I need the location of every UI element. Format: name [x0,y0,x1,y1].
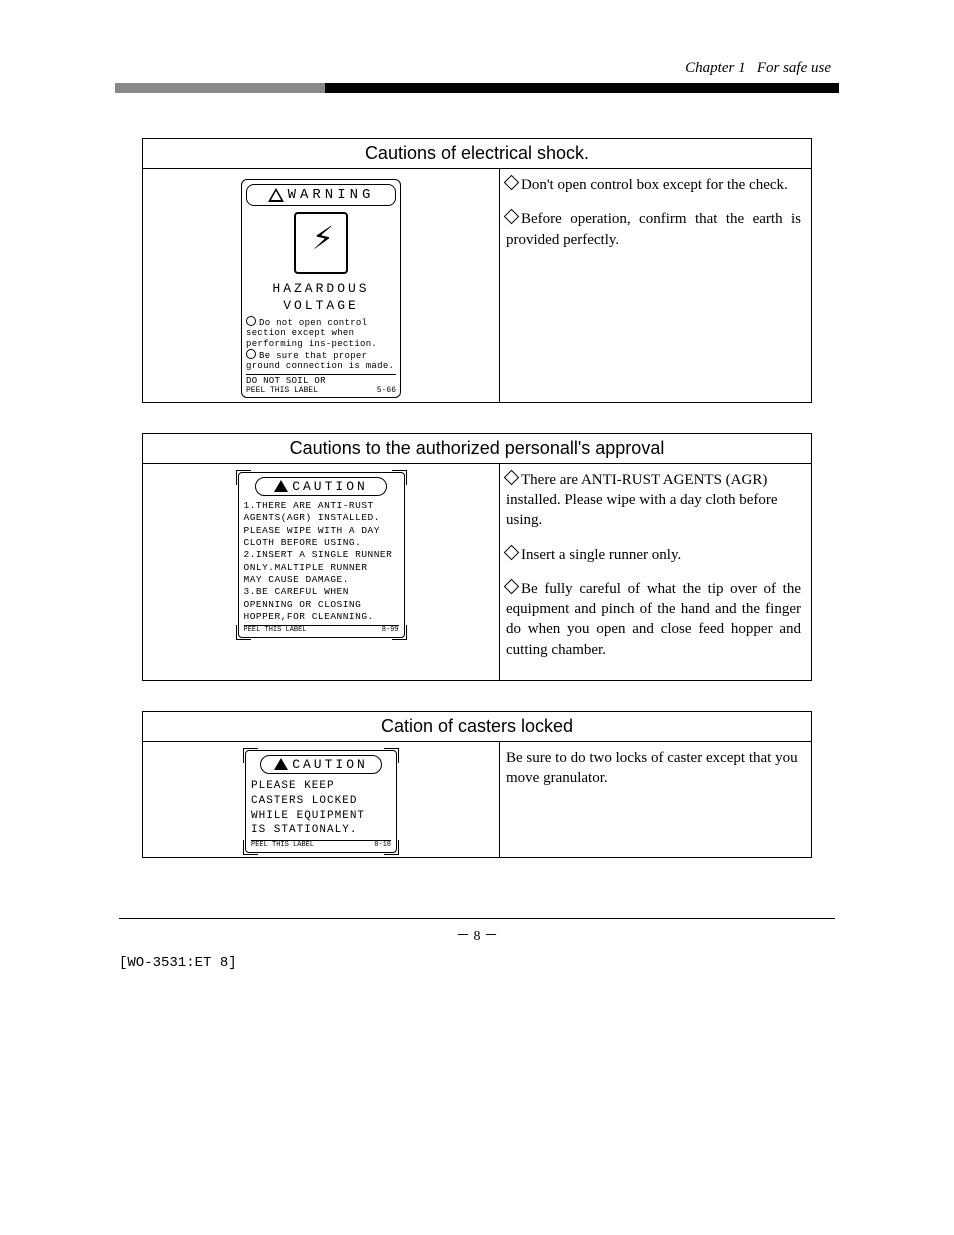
warning-title: WARNING [288,187,375,203]
description-cell: Be sure to do two locks of caster except… [500,741,812,857]
caution-title: CAUTION [292,757,368,772]
page-number: － 8 － [115,925,839,945]
diamond-icon [504,175,520,191]
caution-title: CAUTION [292,479,368,494]
caution-label: CAUTION 1.THERE ARE ANTI-RUST AGENTS(AGR… [238,472,405,638]
page-header: Chapter 1 For safe use [115,60,839,77]
caution-triangle-icon [274,480,288,492]
label-line: CASTERS LOCKED [251,794,391,809]
caution-table-3: Cation of casters locked CAUTION PLEASE … [142,711,812,858]
description-text: Don't open control box except for the ch… [521,177,788,193]
label-line: OPENNING OR CLOSING [244,599,399,611]
label-footer1: DO NOT SOIL OR [246,374,396,386]
diamond-icon [504,579,520,595]
caption: Cautions of electrical shock. [143,139,812,169]
label-footer: PEEL THIS LABEL [244,626,307,634]
description-text: Insert a single runner only. [521,547,681,563]
header-rule [115,83,839,93]
label-code: 5-66 [377,386,396,395]
label-cell: CAUTION 1.THERE ARE ANTI-RUST AGENTS(AGR… [143,463,500,680]
description-text: Be sure to do two locks of caster except… [506,750,798,786]
chapter-label: Chapter 1 [685,60,745,76]
caution-table-1: Cautions of electrical shock. WARNING ⚡ … [142,138,812,403]
diamond-icon [504,544,520,560]
warning-label: WARNING ⚡ HAZARDOUS VOLTAGE Do not open … [241,179,401,398]
label-line: 1.THERE ARE ANTI-RUST [244,500,399,512]
caution-label: CAUTION PLEASE KEEP CASTERS LOCKED WHILE… [245,750,397,853]
bolt-icon: ⚡ [294,212,348,274]
label-line: PLEASE KEEP [251,779,391,794]
header-rule-gray [115,83,325,93]
label-bullet: Do not open control section except when … [246,318,377,349]
description-text: There are ANTI-RUST AGENTS (AGR) install… [506,472,778,529]
label-cell: WARNING ⚡ HAZARDOUS VOLTAGE Do not open … [143,169,500,403]
label-footer2: PEEL THIS LABEL [246,386,318,395]
label-footer: PEEL THIS LABEL [251,841,314,849]
document-id: [WO-3531:ET 8] [119,955,839,971]
diamond-icon [504,470,520,486]
warning-triangle-icon [268,188,284,202]
label-line: 3.BE CAREFUL WHEN [244,586,399,598]
hazard-line1: HAZARDOUS [246,282,396,297]
label-line: MAY CAUSE DAMAGE. [244,574,399,586]
header-rule-black [325,83,839,93]
caution-table-2: Cautions to the authorized personall's a… [142,433,812,681]
description-text: Be fully careful of what the tip over of… [506,581,801,658]
description-cell: There are ANTI-RUST AGENTS (AGR) install… [500,463,812,680]
diamond-icon [504,209,520,225]
hazard-line2: VOLTAGE [246,299,396,314]
label-cell: CAUTION PLEASE KEEP CASTERS LOCKED WHILE… [143,741,500,857]
label-line: ONLY.MALTIPLE RUNNER [244,562,399,574]
label-line: HOPPER,FOR CLEANNING. [244,611,399,623]
label-line: IS STATIONALY. [251,823,391,838]
label-line: CLOTH BEFORE USING. [244,537,399,549]
caution-triangle-icon [274,758,288,770]
page: Chapter 1 For safe use Cautions of elect… [0,0,954,1011]
caption: Cation of casters locked [143,711,812,741]
label-line: 2.INSERT A SINGLE RUNNER [244,549,399,561]
label-line: PLEASE WIPE WITH A DAY [244,525,399,537]
label-line: WHILE EQUIPMENT [251,809,391,824]
label-line: AGENTS(AGR) INSTALLED. [244,512,399,524]
chapter-title: For safe use [757,60,831,76]
description-text: Before operation, confirm that the earth… [506,211,801,247]
label-bullet: Be sure that proper ground connection is… [246,351,394,371]
description-cell: Don't open control box except for the ch… [500,169,812,403]
footer-rule [119,918,835,919]
caption: Cautions to the authorized personall's a… [143,433,812,463]
